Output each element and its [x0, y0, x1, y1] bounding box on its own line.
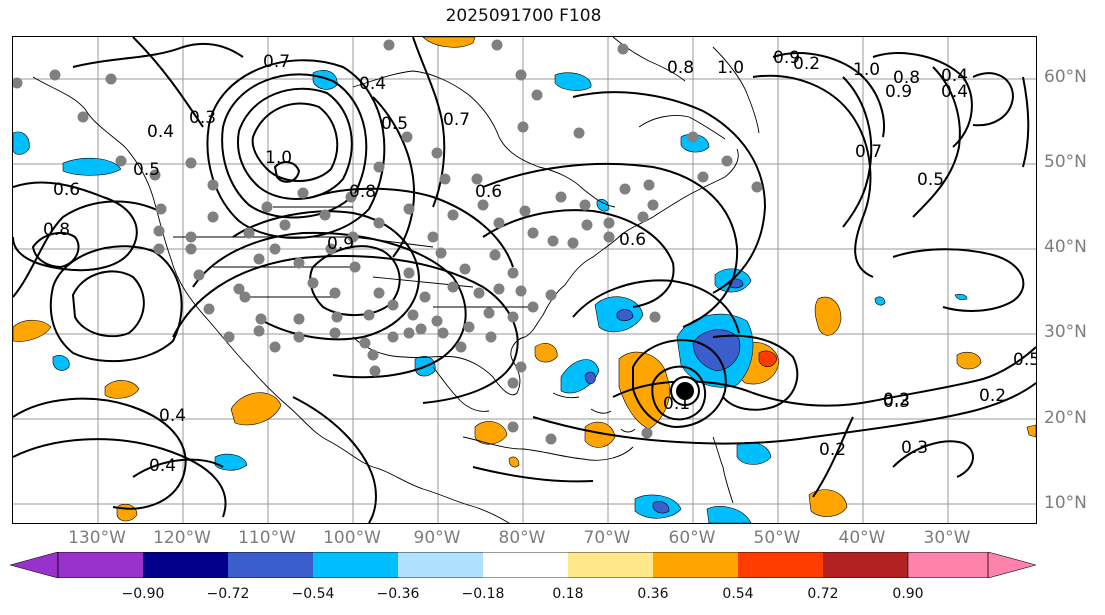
contour-label: 0.6 [619, 230, 646, 250]
contour-label: 0.4 [159, 406, 186, 426]
contour-label: 0.6 [53, 180, 80, 200]
contour-label: 0.5 [133, 160, 160, 180]
lon-label-50w: 50°W [753, 528, 801, 548]
contour-label: 0.7 [263, 52, 290, 72]
colorbar-segment [823, 552, 908, 578]
colorbar-tick: −0.18 [461, 586, 505, 602]
map-canvas: 0.7 0.4 0.5 0.7 0.8 1.0 0.9 0.2 1.0 0.8 … [13, 37, 1036, 523]
lon-label-40w: 40°W [838, 528, 886, 548]
colorbar-tick: 0.54 [722, 586, 754, 602]
colorbar-segment [313, 552, 398, 578]
contour-label: 0.1 [663, 394, 690, 414]
contour-label: 0.7 [443, 110, 470, 130]
contour-label: 0.5 [381, 114, 408, 134]
lat-label-50n: 50°N [1044, 152, 1087, 172]
map-panel: 0.7 0.4 0.5 0.7 0.8 1.0 0.9 0.2 1.0 0.8 … [12, 36, 1037, 524]
lat-label-20n: 20°N [1044, 408, 1087, 428]
contour-label: 0.2 [979, 386, 1006, 406]
lon-label-130w: 130°W [68, 528, 126, 548]
lon-label-80w: 80°W [498, 528, 546, 548]
low-center-marker [670, 376, 700, 406]
contour-label: 1.0 [853, 60, 880, 80]
contour-label: 0.9 [773, 48, 800, 68]
contour-label: 0.2 [819, 440, 846, 460]
colorbar-tick: −0.72 [206, 586, 250, 602]
contour-label: 0.2 [883, 390, 910, 410]
colorbar-tick: −0.54 [291, 586, 335, 602]
contour-label: 0.3 [189, 108, 216, 128]
contour-label: 0.7 [855, 142, 882, 162]
colorbar-segment [738, 552, 823, 578]
lon-label-70w: 70°W [583, 528, 631, 548]
contour-label: 0.4 [149, 456, 176, 476]
colorbar-tick: −0.36 [376, 586, 420, 602]
colorbar-tick: 0.90 [892, 586, 924, 602]
colorbar-segment [653, 552, 738, 578]
contour-label: 1.0 [265, 148, 292, 168]
contour-label: 0.4 [941, 66, 968, 86]
contour-labels: 0.7 0.4 0.5 0.7 0.8 1.0 0.9 0.2 1.0 0.8 … [43, 48, 1036, 476]
colorbar-segment [483, 552, 568, 578]
colorbar-segment [143, 552, 228, 578]
lon-label-120w: 120°W [153, 528, 211, 548]
contour-label: 0.3 [883, 392, 910, 412]
map-title: 2025091700 F108 [445, 6, 602, 26]
lat-label-40n: 40°N [1044, 237, 1087, 257]
contour-label: 0.3 [901, 438, 928, 458]
contour-label: 0.4 [147, 122, 174, 142]
colorbar-tick: 0.18 [552, 586, 584, 602]
colorbar-segment [228, 552, 313, 578]
shaded-anomalies [13, 37, 1036, 523]
contour-label: 0.8 [43, 220, 70, 240]
contour-label: 0.8 [349, 182, 376, 202]
contour-label: 0.9 [327, 234, 354, 254]
colorbar-tick: 0.36 [637, 586, 669, 602]
contour-label: 0.2 [793, 54, 820, 74]
contour-lines [13, 37, 1036, 523]
contour-label: 0.4 [359, 74, 386, 94]
lon-label-100w: 100°W [323, 528, 381, 548]
lat-label-60n: 60°N [1044, 67, 1087, 87]
colorbar-segment [568, 552, 653, 578]
contour-label: 1.0 [717, 58, 744, 78]
contour-label: 0.8 [667, 58, 694, 78]
contour-label: 0.5 [917, 170, 944, 190]
lon-label-90w: 90°W [413, 528, 461, 548]
lat-label-10n: 10°N [1044, 493, 1087, 513]
station-dots [13, 39, 763, 445]
lon-label-30w: 30°W [923, 528, 971, 548]
lat-label-30n: 30°N [1044, 322, 1087, 342]
colorbar [10, 552, 1036, 578]
colorbar-tick: 0.72 [807, 586, 839, 602]
lon-label-110w: 110°W [238, 528, 296, 548]
contour-label: 0.6 [475, 182, 502, 202]
colorbar-extend-left [10, 552, 59, 578]
colorbar-tick: −0.90 [121, 586, 165, 602]
contour-label: 0.9 [885, 82, 912, 102]
colorbar-extend-right [907, 552, 1036, 578]
colorbar-segment [398, 552, 483, 578]
contour-label: 0.8 [893, 68, 920, 88]
lon-label-60w: 60°W [668, 528, 716, 548]
contour-label: 0.5 [1013, 350, 1036, 370]
contour-label: 0.4 [941, 82, 968, 102]
colorbar-segment [58, 552, 143, 578]
